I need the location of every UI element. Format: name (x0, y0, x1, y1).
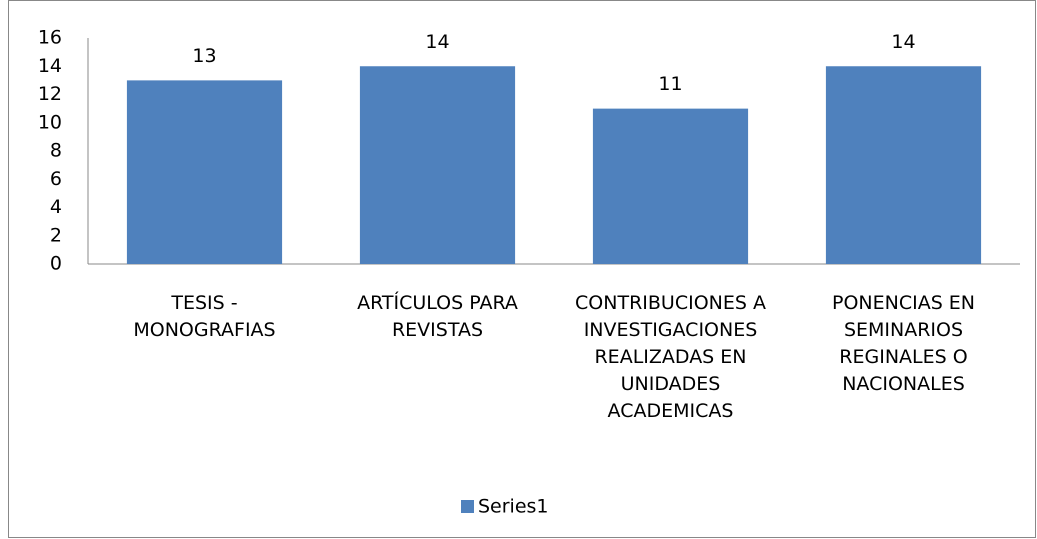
y-tick-label: 4 (50, 196, 62, 218)
x-tick-label: CONTRIBUCIONES A INVESTIGACIONES REALIZADA… (575, 292, 766, 422)
y-tick-label: 6 (50, 168, 62, 190)
legend-swatch (461, 500, 474, 513)
bar (126, 80, 283, 264)
y-tick-label: 2 (50, 224, 62, 246)
legend-label: Series1 (478, 496, 549, 518)
y-tick-label: 14 (38, 55, 62, 77)
y-tick-label: 10 (38, 111, 62, 133)
bar (359, 66, 516, 264)
x-tick-label: PONENCIAS EN SEMINARIOS REGINALES O NACIONA… (832, 292, 975, 395)
y-tick-label: 0 (50, 253, 62, 275)
bar (825, 66, 982, 264)
data-label: 14 (891, 31, 915, 53)
y-tick-label: 16 (38, 27, 62, 49)
y-tick-label: 12 (38, 83, 62, 105)
data-label: 14 (425, 31, 449, 53)
data-label: 13 (192, 45, 216, 67)
bar (592, 108, 749, 264)
data-label: 11 (658, 73, 682, 95)
x-tick-label: TESIS -MONOGRAFIAS (133, 292, 275, 341)
x-tick-label: ARTÍCULOS PARA REVISTAS (357, 291, 518, 341)
y-tick-label: 8 (50, 140, 62, 162)
